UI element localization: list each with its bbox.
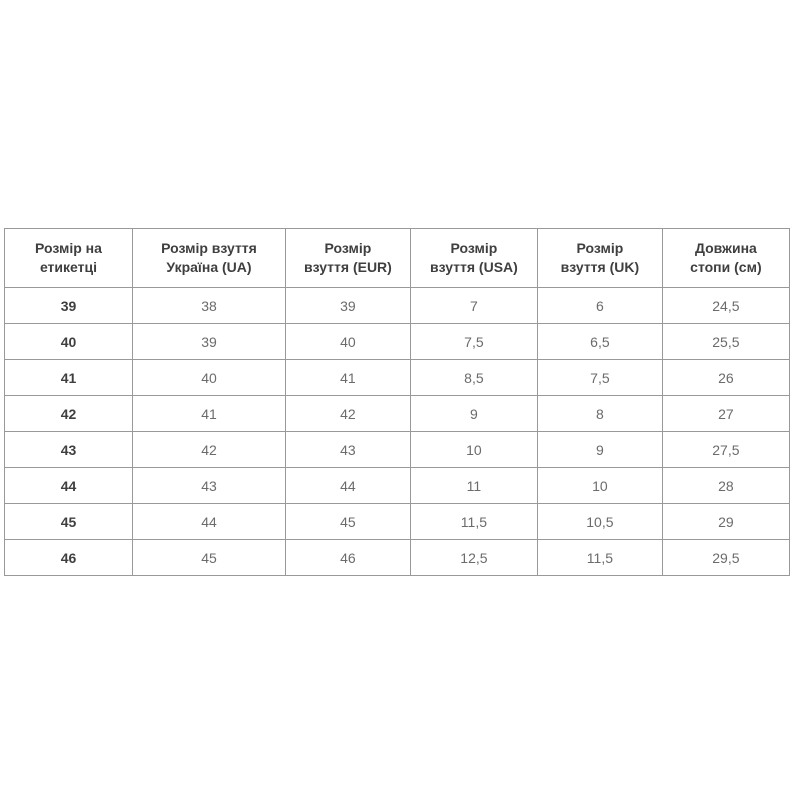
header-row: Розмір на етикетці Розмір взуття Україна… [4,228,791,288]
cell-usa-size: 8,5 [409,359,538,396]
cell-uk-size: 9 [536,431,663,468]
header-cell-uk-size: Розмір взуття (UK) [536,228,663,288]
cell-ua-size: 39 [131,323,287,360]
table-row: 42 41 42 9 8 27 [4,395,791,432]
cell-uk-size: 7,5 [536,359,663,396]
cell-label-size: 43 [4,431,133,468]
cell-uk-size: 11,5 [536,539,663,576]
table-row: 40 39 40 7,5 6,5 25,5 [4,323,791,360]
table-row: 43 42 43 10 9 27,5 [4,431,791,468]
cell-ua-size: 43 [131,467,287,504]
cell-foot-length: 24,5 [661,287,791,324]
cell-ua-size: 42 [131,431,287,468]
cell-usa-size: 7 [409,287,538,324]
cell-eur-size: 39 [285,287,411,324]
cell-uk-size: 6,5 [536,323,663,360]
cell-usa-size: 10 [409,431,538,468]
cell-foot-length: 26 [661,359,791,396]
cell-ua-size: 45 [131,539,287,576]
cell-label-size: 41 [4,359,133,396]
cell-label-size: 42 [4,395,133,432]
cell-ua-size: 41 [131,395,287,432]
table-row: 41 40 41 8,5 7,5 26 [4,359,791,396]
cell-usa-size: 12,5 [409,539,538,576]
cell-uk-size: 8 [536,395,663,432]
header-cell-eur-size: Розмір взуття (EUR) [285,228,411,288]
cell-eur-size: 45 [285,503,411,540]
cell-ua-size: 38 [131,287,287,324]
table-row: 46 45 46 12,5 11,5 29,5 [4,539,791,576]
table-row: 39 38 39 7 6 24,5 [4,287,791,324]
cell-label-size: 46 [4,539,133,576]
cell-label-size: 40 [4,323,133,360]
table-row: 44 43 44 11 10 28 [4,467,791,504]
cell-uk-size: 10,5 [536,503,663,540]
header-cell-ua-size: Розмір взуття Україна (UA) [131,228,287,288]
cell-label-size: 45 [4,503,133,540]
cell-eur-size: 42 [285,395,411,432]
cell-label-size: 44 [4,467,133,504]
cell-foot-length: 28 [661,467,791,504]
header-cell-usa-size: Розмір взуття (USA) [409,228,538,288]
cell-foot-length: 27,5 [661,431,791,468]
cell-eur-size: 46 [285,539,411,576]
cell-uk-size: 10 [536,467,663,504]
cell-usa-size: 11 [409,467,538,504]
cell-foot-length: 27 [661,395,791,432]
cell-foot-length: 25,5 [661,323,791,360]
cell-foot-length: 29 [661,503,791,540]
table-row: 45 44 45 11,5 10,5 29 [4,503,791,540]
cell-usa-size: 11,5 [409,503,538,540]
header-cell-foot-length: Довжина стопи (см) [661,228,791,288]
cell-eur-size: 41 [285,359,411,396]
cell-label-size: 39 [4,287,133,324]
cell-eur-size: 43 [285,431,411,468]
cell-eur-size: 40 [285,323,411,360]
cell-eur-size: 44 [285,467,411,504]
cell-ua-size: 44 [131,503,287,540]
header-cell-label-size: Розмір на етикетці [4,228,133,288]
cell-usa-size: 7,5 [409,323,538,360]
cell-usa-size: 9 [409,395,538,432]
cell-uk-size: 6 [536,287,663,324]
cell-ua-size: 40 [131,359,287,396]
cell-foot-length: 29,5 [661,539,791,576]
shoe-size-table: Розмір на етикетці Розмір взуття Україна… [4,228,791,576]
